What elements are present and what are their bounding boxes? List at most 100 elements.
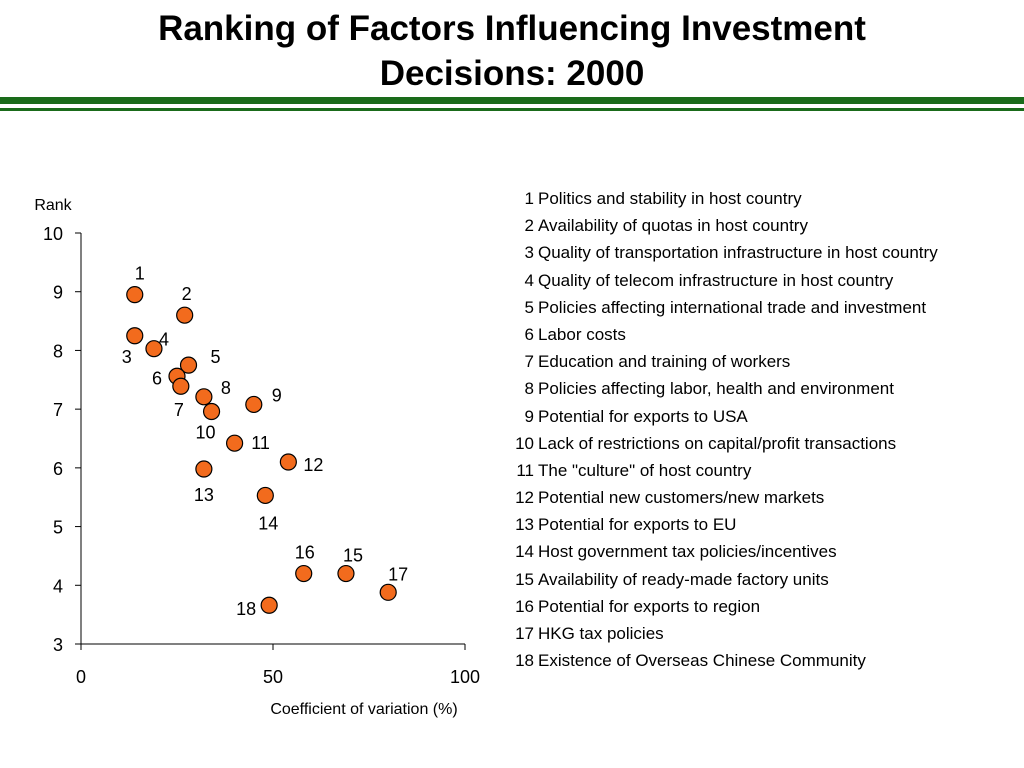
data-point [245,395,263,414]
data-point-label: 17 [388,564,408,584]
legend-item: 17 HKG tax policies [500,620,1020,647]
legend-item-text: Education and training of workers [538,352,791,372]
legend-item-text: Policies affecting international trade a… [538,297,927,317]
factor-legend: 1 Politics and stability in host country 2… [500,185,1020,674]
data-point-label: 14 [258,513,278,533]
x-tick-label: 100 [450,667,480,687]
legend-item: 7 Education and training of workers [500,348,1020,375]
legend-item-number: 14 [515,542,534,562]
legend-item: 1 Politics and stability in host country [500,185,1020,212]
data-point [145,340,163,358]
data-point [172,377,190,395]
legend-item-text: Potential for exports to EU [538,515,737,535]
data-point [295,564,313,583]
y-tick-label: 8 [53,341,63,361]
legend-item-number: 2 [524,216,534,236]
page-title: Ranking of Factors Influencing Investmen… [0,6,1024,96]
y-tick-label: 9 [53,283,63,303]
legend-item-number: 7 [524,352,534,372]
data-point-label: 9 [272,385,282,405]
legend-item-text: Politics and stability in host country [538,189,802,208]
data-point [379,583,397,601]
data-point [226,434,244,452]
legend-item: 2 Availability of quotas in host country [500,212,1020,239]
data-point [126,327,144,345]
legend-item-text: Potential new customers/new markets [538,488,825,508]
legend-item-number: 4 [524,270,534,290]
legend-item-number: 8 [524,379,534,399]
data-point-label: 13 [194,485,214,505]
x-tick-label: 50 [263,667,283,687]
y-tick-label: 4 [53,576,63,596]
data-point [279,453,297,471]
legend-item-text: Policies affecting labor, health and env… [538,379,894,399]
legend-item-text: Availability of quotas in host country [538,216,808,236]
data-point-label: 2 [182,284,192,304]
legend-item-text: Availability of ready-made factory units [538,569,829,589]
y-tick-label: 10 [43,224,63,244]
data-point-label: 11 [251,433,270,453]
legend-item-number: 1 [524,189,534,208]
data-point-label: 3 [122,347,132,367]
legend-item: 8 Policies affecting labor, health and en… [500,375,1020,402]
y-tick-label: 7 [53,400,63,420]
legend-item-number: 10 [515,433,534,453]
title-line-2: Decisions: 2000 [379,54,645,93]
data-point-label: 16 [295,543,315,563]
legend-item-number: 12 [515,488,534,508]
legend-item: 11 The "culture" of host country [500,457,1020,484]
y-axis-label: Rank [34,197,72,214]
legend-item-number: 18 [515,651,534,671]
y-tick-label: 5 [53,518,63,538]
legend-item: 3 Quality of transportation infrastructur… [500,239,1020,266]
data-point-label: 6 [152,368,162,388]
legend-item-text: The "culture" of host country [538,460,752,480]
legend-item-number: 17 [515,624,534,643]
data-point-label: 5 [211,347,221,367]
legend-item: 6 Labor costs [500,321,1020,348]
legend-item-number: 16 [515,596,534,616]
data-point [176,306,194,324]
data-point [126,286,144,304]
title-line-1: Ranking of Factors Influencing Investmen… [158,9,866,48]
legend-item: 15 Availability of ready-made factory uni… [500,566,1020,593]
legend-item-number: 3 [524,243,534,263]
title-rule-thin [0,108,1024,111]
x-tick-label: 0 [76,667,86,687]
legend-item-text: Potential for exports to region [538,596,761,616]
legend-item-text: Host government tax policies/incentives [538,542,837,562]
legend-item-number: 9 [524,406,534,426]
legend-item-text: Quality of transportation infrastructure… [538,243,938,263]
y-tick-label: 6 [53,459,63,479]
legend-item-number: 5 [524,297,534,317]
legend-item: 12 Potential new customers/new markets [500,484,1020,511]
y-tick-label: 3 [53,635,63,655]
data-point [337,564,355,583]
data-point-label: 8 [221,378,231,398]
legend-item-text: Potential for exports to USA [538,406,748,426]
data-point-label: 7 [174,400,184,420]
legend-item-text: Existence of Overseas Chinese Community [538,651,866,671]
legend-item: 4 Quality of telecom infrastructure in ho… [500,267,1020,294]
legend-item-number: 13 [515,515,534,535]
data-point [202,402,221,421]
legend-item: 5 Policies affecting international trade … [500,294,1020,321]
data-point-label: 15 [343,546,363,566]
data-point [179,356,198,374]
data-point [195,460,213,478]
data-point [256,486,274,505]
legend-item-text: HKG tax policies [538,624,664,643]
legend-item: 16 Potential for exports to region [500,593,1020,620]
legend-item-text: Lack of restrictions on capital/profit t… [538,433,897,453]
legend-item: 18 Existence of Overseas Chinese Communit… [500,647,1020,674]
legend-item: 13 Potential for exports to EU [500,511,1020,538]
title-rule-thick [0,97,1024,104]
legend-item: 10 Lack of restrictions on capital/profit… [500,430,1020,457]
data-point-label: 18 [236,599,256,619]
legend-item-text: Quality of telecom infrastructure in hos… [538,270,894,290]
data-point-label: 10 [196,422,216,442]
legend-item-text: Labor costs [538,324,626,344]
legend-item-number: 6 [524,324,534,344]
data-point-label: 12 [303,455,323,475]
